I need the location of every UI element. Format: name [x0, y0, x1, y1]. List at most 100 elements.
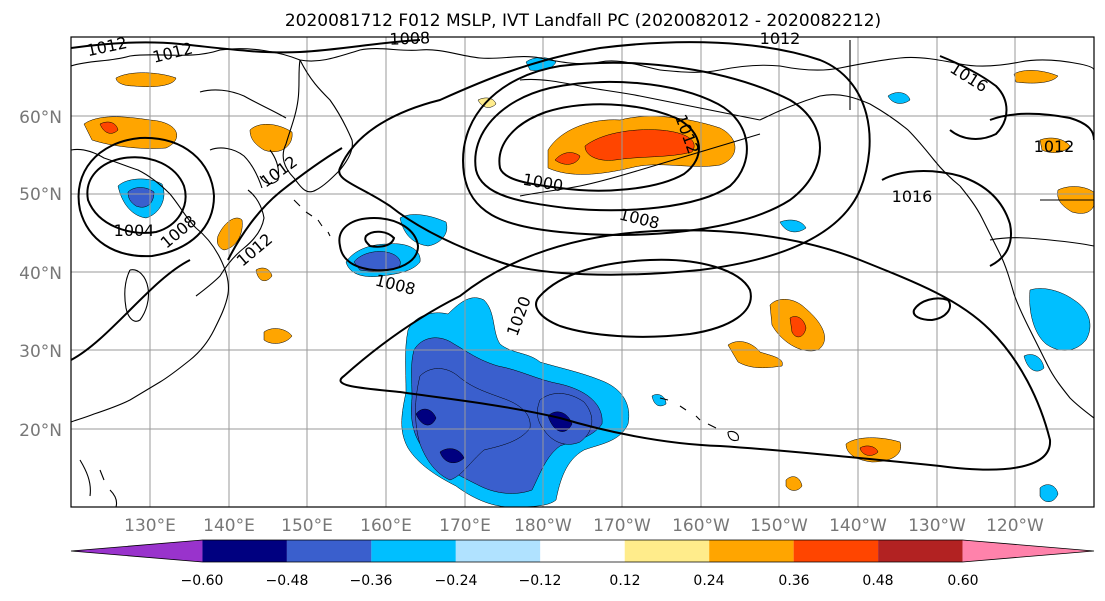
positive-anomaly-korea	[263, 328, 293, 344]
colorbar: −0.60 −0.48 −0.36 −0.24 −0.12 0.12 0.24 …	[70, 539, 1095, 589]
isobar-subtropical-high-1016	[339, 229, 1052, 471]
positive-anomaly-alaska-core	[584, 129, 695, 161]
colorbar-segment	[540, 540, 625, 562]
lat-label-50n: 50°N	[19, 185, 62, 205]
contour-label-1008-n: 1008	[389, 28, 430, 48]
lat-label-40n: 40°N	[19, 264, 62, 284]
lon-label-140e: 140°E	[203, 516, 255, 536]
negative-anomaly-alaska	[887, 92, 911, 104]
lon-label-130w: 130°W	[908, 516, 966, 536]
longitude-labels: 130°E 140°E 150°E 160°E 170°E 180°W 170°…	[124, 516, 1044, 536]
positive-anomaly-siberia-west-core	[99, 121, 119, 134]
isobar-aleutian-low-1008	[462, 61, 821, 236]
isobar-aleutian-low-1012	[338, 41, 871, 276]
negative-shading	[117, 57, 1091, 507]
positive-anomaly-alaska-core-small	[554, 152, 581, 165]
colorbar-segment	[202, 540, 287, 562]
isobar-ne-high-1016	[881, 170, 1012, 267]
positive-anomaly-central-east	[727, 341, 783, 368]
coast-japan	[195, 149, 280, 297]
colorbar-tick-labels: −0.60 −0.48 −0.36 −0.24 −0.12 0.12 0.24 …	[181, 573, 979, 589]
colorbar-tick-label: −0.48	[266, 573, 309, 589]
coast-alaska	[759, 94, 961, 187]
lon-label-170e: 170°E	[439, 516, 491, 536]
positive-anomaly-subtropical-east	[785, 476, 803, 491]
colorbar-segment	[286, 540, 372, 562]
positive-anomaly-canada	[1013, 70, 1059, 84]
lon-label-160e: 160°E	[360, 516, 412, 536]
contour-label-1012-ne: 1012	[760, 29, 801, 48]
coast-okhotsk	[199, 89, 287, 189]
map-title: 2020081712 F012 MSLP, IVT Landfall PC (2…	[285, 11, 881, 31]
colorbar-tick-label: 0.24	[693, 573, 724, 589]
colorbar-segment	[71, 540, 203, 562]
coastlines	[71, 40, 1094, 507]
negative-anomaly-central-small	[651, 394, 667, 407]
lon-label-170w: 170°W	[593, 516, 651, 536]
negative-anomaly-subtropical-pacific-max	[415, 408, 573, 464]
negative-anomaly-south	[1039, 484, 1059, 502]
isobar-okhotsk-low-1008	[77, 136, 216, 258]
negative-anomaly-siberia-strong	[127, 187, 155, 208]
lat-label-60n: 60°N	[19, 108, 62, 128]
colorbar-segment	[878, 540, 963, 562]
lat-label-30n: 30°N	[19, 342, 62, 362]
colorbar-segments	[70, 539, 1095, 563]
lon-label-120w: 120°W	[986, 516, 1044, 536]
colorbar-tick-label: −0.36	[350, 573, 393, 589]
colorbar-tick-label: −0.60	[181, 573, 224, 589]
colorbar-tick-label: −0.12	[519, 573, 562, 589]
coast-canada-north	[899, 56, 1094, 71]
isobar-aleutian-low-1004	[474, 80, 748, 212]
colorbar-tick-label: 0.36	[778, 573, 809, 589]
colorbar-segment	[962, 540, 1094, 562]
colorbar-outline	[70, 539, 1095, 563]
contour-label-1012-canada: 1012	[1034, 137, 1075, 156]
lon-label-150e: 150°E	[281, 516, 333, 536]
negative-anomaly-british-columbia	[1029, 288, 1091, 351]
colorbar-segment	[455, 540, 541, 562]
positive-anomaly-siberia-north	[115, 72, 177, 87]
coast-siberia-north	[71, 48, 661, 71]
colorbar-tick-label: 0.60	[947, 573, 978, 589]
lon-label-180w: 180°W	[514, 516, 572, 536]
positive-anomaly-east-pacific-core	[789, 316, 807, 338]
contour-label-1016-east: 1016	[892, 187, 933, 206]
lon-label-140w: 140°W	[829, 516, 887, 536]
isobar-japan-sea-1012	[227, 147, 343, 261]
colorbar-segment	[709, 540, 794, 562]
coast-hawaii	[659, 397, 739, 442]
coast-kamchatka	[282, 59, 353, 193]
isobar-n-pacific-low	[338, 216, 420, 272]
negative-anomaly-southwest	[1023, 354, 1045, 372]
map-border	[70, 36, 1095, 508]
coast-asia-mainland	[71, 148, 230, 423]
isobar-okhotsk-low	[86, 156, 187, 234]
coast-inland-borders	[849, 40, 1094, 247]
isobar-ak-1016	[939, 55, 1008, 140]
mslp-isobars	[71, 39, 1094, 471]
positive-anomaly-canada-mid	[1039, 137, 1071, 153]
negative-anomaly-central	[779, 219, 807, 233]
lon-label-130e: 130°E	[124, 516, 176, 536]
latitude-labels: 60°N 50°N 40°N 30°N 20°N	[19, 108, 62, 441]
colorbar-tick-label: 0.12	[609, 573, 640, 589]
positive-anomaly-subtropical-core	[859, 445, 879, 456]
contour-label-1004: 1004	[114, 221, 155, 240]
isobar-east-loop	[912, 297, 951, 322]
coast-kurils	[293, 199, 331, 237]
isobar-aleutian-low-inner	[498, 103, 700, 192]
coast-korea	[124, 269, 150, 322]
lat-label-20n: 20°N	[19, 421, 62, 441]
coast-philippines	[79, 459, 118, 507]
isobar-north-1012	[71, 39, 421, 54]
colorbar-segment	[371, 540, 456, 562]
colorbar-tick-label: −0.24	[435, 573, 478, 589]
isobar-south-1012	[71, 259, 191, 361]
coast-alaska-west	[519, 78, 761, 121]
lon-label-160w: 160°W	[672, 516, 730, 536]
isobar-canada-1012	[989, 112, 1094, 141]
colorbar-tick-label: 0.48	[862, 573, 893, 589]
negative-anomaly-north-pacific-low-strong	[353, 251, 401, 272]
colorbar-segment	[624, 540, 710, 562]
